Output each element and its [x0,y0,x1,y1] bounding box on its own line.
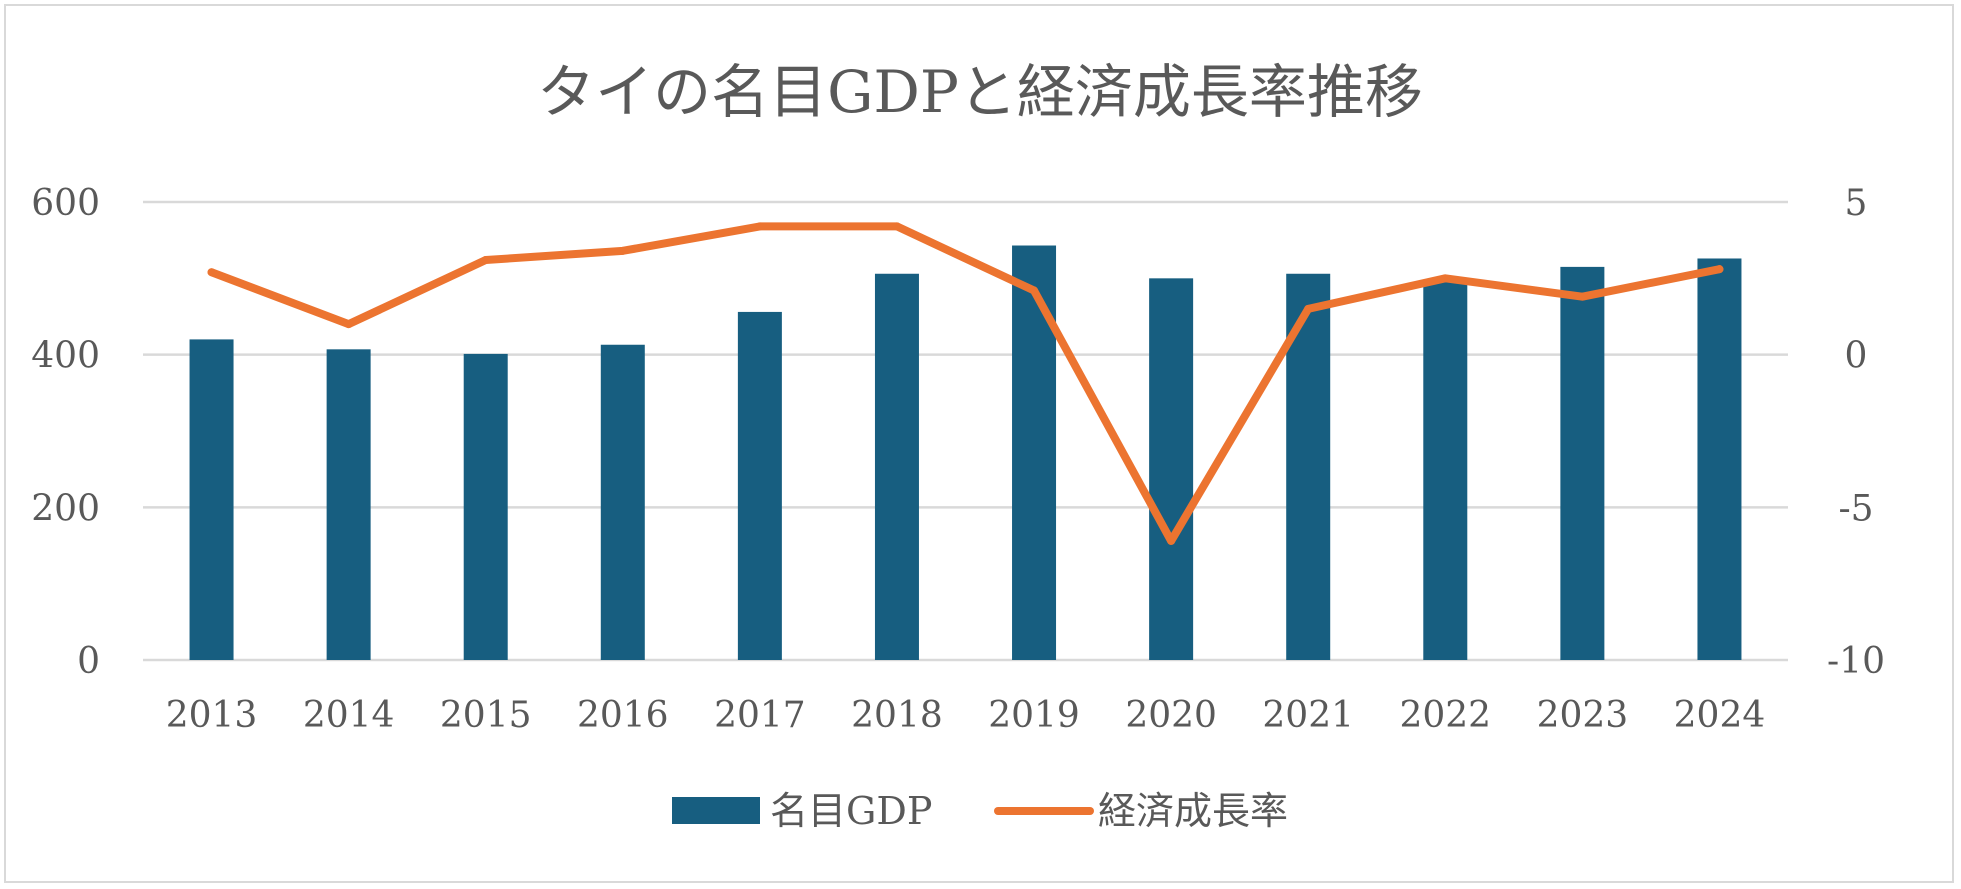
x-axis-tick-label: 2024 [1674,695,1766,736]
bar-gdp-2014 [326,349,371,660]
line-point-growth-2015 [481,256,490,265]
x-axis-tick-label: 2020 [1125,695,1217,736]
x-axis-tick-label: 2018 [851,695,943,736]
right-axis: -10 -5 0 5 [1827,183,1885,682]
x-axis-tick-label: 2015 [440,695,532,736]
bar-gdp-2024 [1697,258,1742,660]
line-point-growth-2016 [618,246,627,255]
x-axis-tick-label: 2014 [303,695,395,736]
bar-gdp-2022 [1423,282,1468,660]
line-growth-rate [207,222,1724,545]
bar-gdp-2013 [189,339,234,660]
left-axis-tick-label: 200 [31,488,100,529]
legend-label-growth: 経済成長率 [1098,789,1288,833]
right-axis-tick-label: 0 [1845,336,1868,377]
bar-gdp-2017 [737,311,782,660]
x-axis-tick-label: 2016 [577,695,669,736]
x-axis-tick-label: 2022 [1399,695,1491,736]
legend-swatch-gdp [672,797,760,824]
line-point-growth-2023 [1578,292,1587,301]
bar-gdp-2018 [874,273,919,660]
gridlines [143,200,1788,662]
right-axis-tick-label: 5 [1845,183,1868,224]
right-axis-tick-label: -5 [1838,488,1873,529]
legend-label-gdp: 名目GDP [770,789,932,833]
line-point-growth-2014 [344,320,353,329]
line-point-growth-2020 [1167,536,1176,545]
x-axis-tick-label: 2013 [166,695,258,736]
bar-gdp-2023 [1560,266,1605,660]
line-point-growth-2024 [1715,265,1724,274]
right-axis-tick-label: -10 [1827,641,1885,682]
x-axis: 2013 2014 2015 2016 2017 2018 2019 2020 2021 2022… [166,695,1766,736]
left-axis-tick-label: 600 [31,183,100,224]
bars-layer [189,245,1742,660]
x-axis-tick-label: 2017 [714,695,806,736]
left-axis-tick-label: 400 [31,336,100,377]
x-axis-tick-label: 2019 [988,695,1080,736]
x-axis-tick-label: 2023 [1537,695,1629,736]
line-point-growth-2021 [1304,304,1313,313]
left-axis: 0 200 400 600 [31,183,100,682]
bar-gdp-2016 [600,344,645,660]
line-point-growth-2022 [1441,274,1450,283]
legend: 名目GDP 経済成長率 [672,789,1288,833]
bar-gdp-2019 [1012,245,1057,660]
line-layer [207,222,1724,545]
line-point-growth-2013 [207,268,216,277]
x-axis-tick-label: 2021 [1262,695,1354,736]
line-point-growth-2019 [1030,286,1039,295]
bar-gdp-2015 [463,353,508,660]
line-point-growth-2018 [892,222,901,231]
bar-gdp-2020 [1149,278,1194,660]
left-axis-tick-label: 0 [77,641,100,682]
line-point-growth-2017 [755,222,764,231]
chart-title: タイの名目GDPと経済成長率推移 [537,58,1423,126]
